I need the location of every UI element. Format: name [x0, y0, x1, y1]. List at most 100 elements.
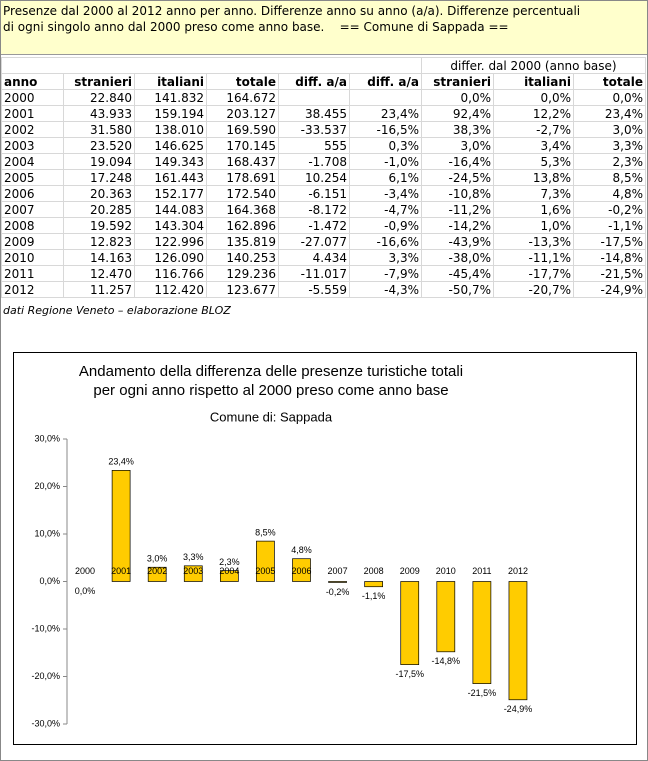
table-row: 2002 31.580 138.010 169.590 -33.537 -16,5% 38,…	[1, 121, 646, 138]
table-row: 2001 43.933 159.194 203.127 38.455 23,4% 92,4%…	[1, 105, 646, 122]
cell: -24,9%	[573, 281, 646, 298]
source-note: dati Regione Veneto – elaborazione BLOZ	[3, 304, 231, 317]
bar	[256, 540, 275, 582]
cell: -17,7%	[493, 265, 574, 282]
cell: 23,4%	[573, 105, 646, 122]
chart-subtitle: Comune di: Sappada	[210, 409, 333, 424]
cell: 12.823	[63, 233, 135, 250]
column-header: anno	[1, 73, 64, 90]
cell: 4,8%	[573, 185, 646, 202]
table-row: 2006 20.363 152.177 172.540 -6.151 -3,4% -10,8…	[1, 185, 646, 202]
cell: 22.840	[63, 89, 135, 106]
group-header: differ. dal 2000 (anno base)	[421, 57, 646, 74]
table-row: 2005 17.248 161.443 178.691 10.254 6,1% -24,5%…	[1, 169, 646, 186]
cell: 2008	[1, 217, 64, 234]
header-line: di ogni singolo anno dal 2000 preso come…	[3, 20, 509, 34]
value-label: 23,4%	[108, 457, 134, 467]
cell: -7,9%	[349, 265, 422, 282]
cell: 13,8%	[493, 169, 574, 186]
cell: 178.691	[206, 169, 279, 186]
cell: 23.520	[63, 137, 135, 154]
value-label: 2,3%	[219, 557, 240, 567]
cell: 2004	[1, 153, 64, 170]
bar	[219, 570, 239, 582]
cell: 2000	[1, 89, 64, 106]
table-row: 2000 22.840 141.832 164.672 0,0% 0,0% 0,0%	[1, 89, 646, 106]
header-line: Presenze dal 2000 al 2012 anno per anno.…	[3, 4, 581, 18]
cell: -4,7%	[349, 201, 422, 218]
cell: 3,4%	[493, 137, 574, 154]
cell: 6,1%	[349, 169, 422, 186]
data-table: differ. dal 2000 (anno base) anno stranier…	[1, 57, 646, 298]
value-label: -17,5%	[395, 669, 424, 679]
column-header-row: anno stranieri italiani totale diff. a/a diff…	[1, 73, 646, 90]
value-label: 4,8%	[291, 545, 312, 555]
cell: 3,3%	[573, 137, 646, 154]
empty-cell	[349, 89, 422, 106]
cell: 162.896	[206, 217, 279, 234]
chart-title: per ogni anno rispetto al 2000 preso com…	[93, 382, 448, 399]
cell: 168.437	[206, 153, 279, 170]
cell: -4,3%	[349, 281, 422, 298]
cell: 12.470	[63, 265, 135, 282]
cell: 0,0%	[493, 89, 574, 106]
x-tick-label: 2012	[508, 566, 528, 576]
cell: -16,4%	[421, 153, 494, 170]
x-tick-label: 2004	[219, 566, 239, 576]
bar	[400, 581, 420, 665]
column-header: italiani	[134, 73, 207, 90]
cell: -33.537	[278, 121, 350, 138]
table-row: 2008 19.592 143.304 162.896 -1.472 -0,9% -14,2…	[1, 217, 646, 234]
cell: -17,5%	[573, 233, 646, 250]
y-tick-label: -10,0%	[31, 623, 60, 633]
value-label: 3,3%	[183, 552, 204, 562]
table-row: 2003 23.520 146.625 170.145 555 0,3% 3,0% 3,4% 3…	[1, 137, 646, 154]
cell: -11.017	[278, 265, 350, 282]
cell: 2,3%	[573, 153, 646, 170]
cell: -8.172	[278, 201, 350, 218]
cell: 17.248	[63, 169, 135, 186]
y-tick-label: 10,0%	[34, 528, 60, 538]
cell: 135.819	[206, 233, 279, 250]
column-header: totale	[573, 73, 646, 90]
cell: 0,0%	[573, 89, 646, 106]
cell: 19.094	[63, 153, 135, 170]
cell: 2001	[1, 105, 64, 122]
cell: 144.083	[134, 201, 207, 218]
value-label: -21,5%	[468, 688, 497, 698]
x-tick-label: 2002	[147, 566, 167, 576]
cell: 3,0%	[573, 121, 646, 138]
cell: 164.368	[206, 201, 279, 218]
bar	[472, 581, 492, 684]
cell: 152.177	[134, 185, 207, 202]
cell: 161.443	[134, 169, 207, 186]
cell: 126.090	[134, 249, 207, 266]
cell: 38.455	[278, 105, 350, 122]
cell: -38,0%	[421, 249, 494, 266]
cell: 123.677	[206, 281, 279, 298]
table-row: 2010 14.163 126.090 140.253 4.434 3,3% -38,0% -…	[1, 249, 646, 266]
cell	[1, 57, 422, 74]
cell: -3,4%	[349, 185, 422, 202]
cell: -20,7%	[493, 281, 574, 298]
value-label: -14,8%	[432, 656, 461, 666]
cell: 23,4%	[349, 105, 422, 122]
cell: 5,3%	[493, 153, 574, 170]
cell: 203.127	[206, 105, 279, 122]
cell: -1.708	[278, 153, 350, 170]
table-row: 2011 12.470 116.766 129.236 -11.017 -7,9% -45,…	[1, 265, 646, 282]
table-row: 2009 12.823 122.996 135.819 -27.077 -16,6% -43…	[1, 233, 646, 250]
cell: -14,2%	[421, 217, 494, 234]
cell: 2009	[1, 233, 64, 250]
cell: 1,6%	[493, 201, 574, 218]
x-tick-label: 2001	[111, 566, 131, 576]
cell: 19.592	[63, 217, 135, 234]
y-tick-label: 30,0%	[34, 433, 60, 443]
group-header-row: differ. dal 2000 (anno base)	[1, 57, 646, 74]
value-label: 8,5%	[255, 528, 276, 538]
cell: -21,5%	[573, 265, 646, 282]
bar	[436, 581, 456, 653]
value-label: -1,1%	[362, 591, 386, 601]
cell: -13,3%	[493, 233, 574, 250]
cell: 2006	[1, 185, 64, 202]
